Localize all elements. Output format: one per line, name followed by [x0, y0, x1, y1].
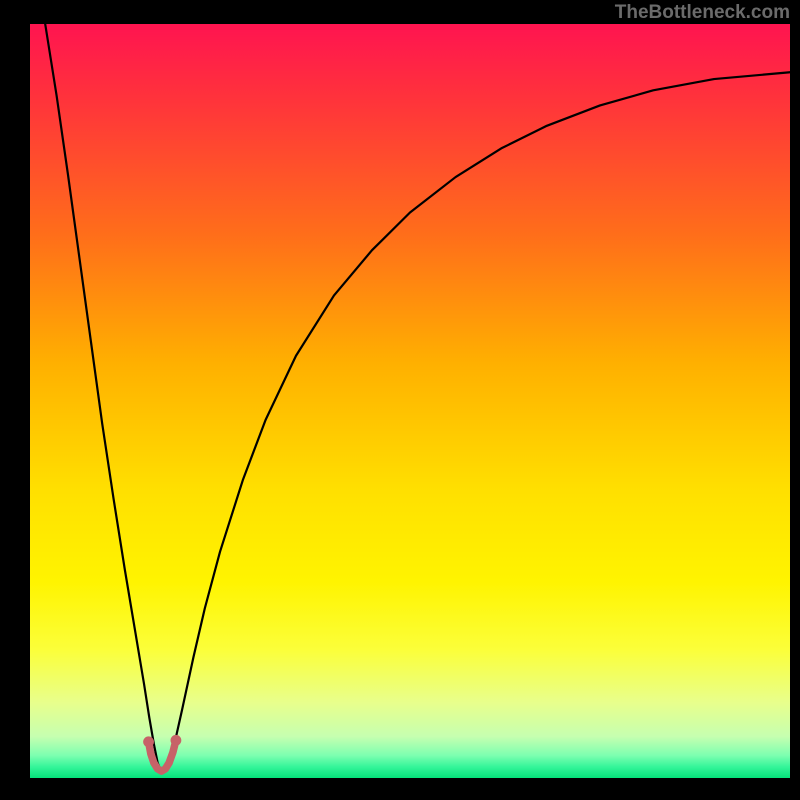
chart-container: TheBottleneck.com — [0, 0, 800, 800]
bottleneck-chart-svg — [0, 0, 800, 800]
optimal-marker-endpoint — [171, 735, 182, 746]
plot-background — [30, 24, 790, 778]
optimal-marker-endpoint — [143, 736, 154, 747]
watermark-text: TheBottleneck.com — [615, 2, 790, 24]
